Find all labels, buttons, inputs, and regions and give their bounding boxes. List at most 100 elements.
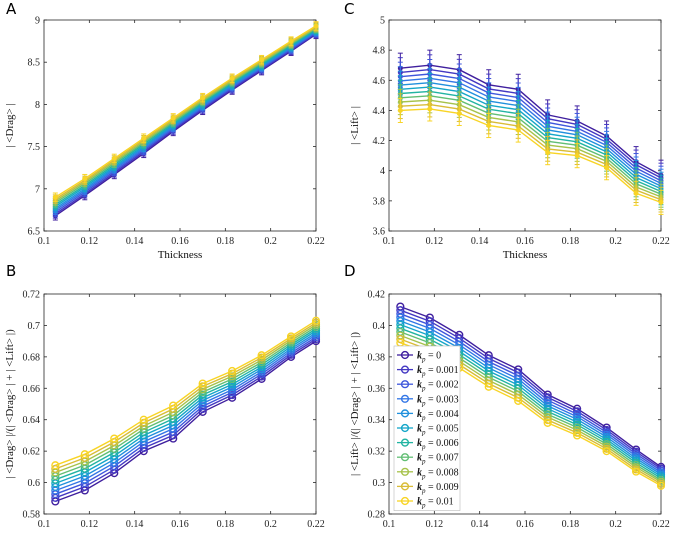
x-tick-label: 0.1 [383,236,396,247]
legend-subscript: p [421,370,426,378]
y-axis-title: | <Lift> |/(| <Drag> | + | <Lift> |) [349,332,361,476]
data-point [397,107,403,113]
series-line [400,77,662,185]
y-tick-label: 4.2 [373,136,386,147]
series-line [54,25,317,198]
panel-letter: B [6,262,16,280]
series-line [400,73,662,182]
series-line [400,95,662,195]
series-line [55,330,317,485]
y-tick-label: 0.58 [23,510,41,521]
y-tick-label: 6.5 [28,227,41,238]
legend-value: = 0.01 [426,497,454,508]
x-axis-title: Thickness [158,249,203,261]
x-tick-label: 0.14 [471,519,489,530]
legend-symbol: k [417,424,422,435]
y-tick-label: 0.72 [23,290,41,301]
x-tick-label: 0.14 [471,236,489,247]
y-tick-label: 0.38 [368,352,386,363]
data-point [574,153,580,159]
series-line [54,27,317,202]
y-tick-label: 0.32 [368,447,386,458]
panel-letter: A [6,0,17,18]
x-tick-label: 0.12 [81,236,99,247]
legend-label: kp = 0.006 [417,438,459,451]
legend-value: = 0.006 [426,438,459,449]
x-tick-label: 0.16 [171,236,189,247]
x-tick-label: 0.1 [38,236,51,247]
legend-marker [400,496,410,506]
data-point [288,38,294,44]
data-point [656,481,666,490]
x-tick-label: 0.14 [126,519,144,530]
legend-value: = 0.001 [426,365,459,376]
y-tick-label: 0.34 [368,415,386,426]
legend-marker [400,423,410,433]
x-tick-label: 0.22 [307,519,325,530]
y-axis-title: | <Drag> |/(| <Drag> | + | <Lift> |) [4,329,16,479]
panel-b: B 0.1 0.12 0.14 0.16 0.18 0.2 0.22 0.58 0.6 0.62 0.… [4,262,325,533]
y-tick-label: 4 [380,166,385,177]
y-tick-label: 8.5 [28,58,41,69]
legend-label: kp = 0.009 [417,482,459,495]
data-point [286,332,296,341]
y-axis-title: | <Lift> | [349,106,361,145]
legend-subscript: p [421,458,426,466]
series-5 [51,326,321,488]
y-tick-label: 3.8 [373,196,386,207]
y-tick-label: 0.4 [373,321,386,332]
series-line [400,313,662,472]
series-line [400,108,662,204]
legend-marker [400,467,410,476]
y-tick-label: 0.7 [28,321,41,332]
data-point [139,415,148,424]
data-point [311,316,321,325]
y-tick-label: 0.66 [23,384,41,395]
legend-label: kp = 0.002 [417,380,459,393]
legend-marker [400,365,410,374]
series-line [400,305,662,468]
series-line [55,328,317,481]
data-point [52,194,58,200]
series-line [400,103,662,201]
x-tick-label: 0.16 [171,519,189,530]
series-line [400,320,662,475]
series-line [400,86,662,190]
data-point [456,110,462,116]
x-tick-label: 0.1 [38,519,51,530]
x-tick-label: 0.18 [562,236,580,247]
legend-subscript: p [421,443,426,451]
y-tick-label: 4.8 [373,46,386,57]
series-line [55,338,317,499]
legend-value: = 0.005 [426,424,459,435]
legend-subscript: p [421,414,426,422]
data-point [604,165,610,171]
data-point [169,401,178,410]
x-tick-label: 0.2 [264,519,277,530]
legend-label: kp = 0.008 [417,467,459,480]
x-tick-label: 0.1 [383,519,396,530]
series-10 [51,316,321,470]
data-point [573,431,582,440]
x-tick-label: 0.22 [652,236,670,247]
data-point [82,176,88,182]
panel-d: D 0.1 0.12 0.14 0.16 0.18 0.2 0.22 0.28 0.3 0.32 0.… [344,262,670,533]
y-tick-label: 8 [35,100,40,111]
data-point [486,123,492,129]
legend-subscript: p [421,472,426,480]
data-point [515,127,521,133]
legend-marker [400,438,410,447]
x-tick-label: 0.22 [307,236,325,247]
series-line [55,332,317,488]
series-line [54,27,317,204]
data-point [631,467,641,476]
y-tick-label: 0.6 [28,478,41,489]
x-tick-label: 0.16 [516,519,534,530]
series-line [400,90,662,193]
series-line [54,31,317,211]
y-tick-label: 9 [35,16,40,27]
series-line [54,30,317,209]
x-tick-label: 0.22 [652,519,670,530]
